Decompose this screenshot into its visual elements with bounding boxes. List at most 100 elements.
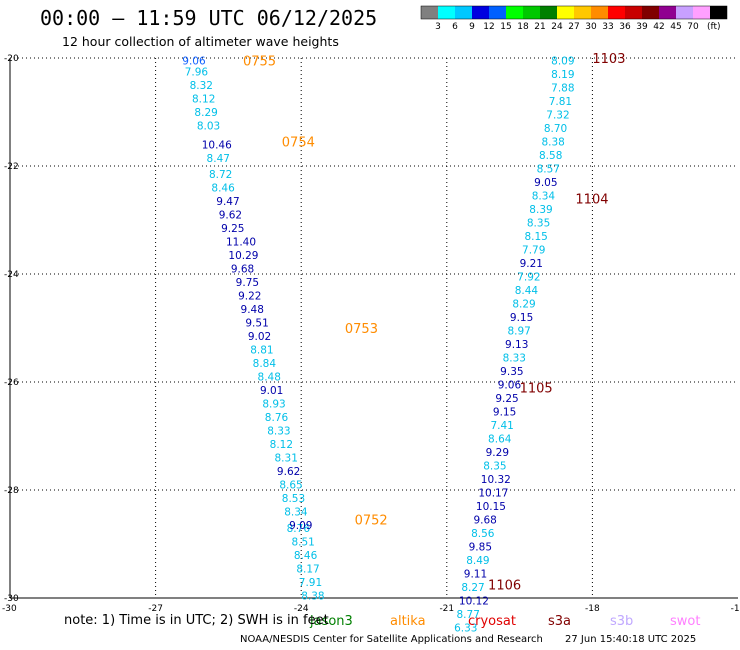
color-scale-swatch (523, 6, 540, 19)
mission-legend-swot: swot (670, 614, 700, 629)
color-scale-swatch (557, 6, 574, 19)
data-points: 9.067.968.328.128.298.0310.468.478.728.4… (182, 56, 574, 635)
swh-label: 8.19 (551, 69, 574, 81)
color-scale-label: 27 (568, 22, 579, 32)
timestamp: 27 Jun 15:40:18 UTC 2025 (565, 634, 697, 645)
color-scale-swatch (659, 6, 676, 19)
color-scale-swatch (540, 6, 557, 19)
color-scale-swatch (625, 6, 642, 19)
color-scale-label: 45 (670, 22, 681, 32)
x-tick-label: -15 (731, 604, 740, 614)
x-tick-label: -18 (585, 604, 600, 614)
swh-label: 9.05 (534, 177, 557, 189)
swh-label: 8.48 (258, 372, 281, 384)
swh-label: 8.29 (512, 299, 535, 311)
page-subtitle: 12 hour collection of altimeter wave hei… (62, 34, 339, 49)
y-tick-label: -20 (4, 54, 19, 64)
x-tick-label: -24 (294, 604, 309, 614)
swh-label: 8.76 (287, 523, 311, 535)
page-title: 00:00 — 11:59 UTC 06/12/2025 (40, 6, 378, 30)
pass-label: 1104 (575, 192, 608, 207)
color-scale-label: 70 (687, 22, 699, 32)
mission-legend-jason3: jason3 (309, 614, 353, 629)
color-scale-label: 36 (619, 22, 631, 32)
swh-label: 8.39 (529, 204, 552, 216)
swh-label: 10.46 (202, 139, 232, 151)
note-text: note: 1) Time is in UTC; 2) SWH is in fe… (64, 613, 329, 628)
y-tick-label: -28 (4, 486, 19, 496)
swh-label: 9.06 (498, 380, 522, 392)
pass-labels: 0755 0754 0753 0752 1103 1104 1105 1106 (243, 52, 626, 594)
credit-text: NOAA/NESDIS Center for Satellite Applica… (240, 634, 543, 645)
swh-label: 8.34 (532, 191, 556, 203)
y-tick-label: -24 (4, 270, 19, 280)
color-scale-label: 18 (517, 22, 529, 32)
swh-label: 9.02 (248, 331, 271, 343)
swh-label: 9.11 (464, 569, 487, 581)
color-scale-swatch (506, 6, 523, 19)
swh-label: 7.96 (185, 67, 209, 79)
swh-label: 9.01 (260, 385, 283, 397)
swh-label: 7.41 (490, 420, 513, 432)
color-scale-label: 15 (500, 22, 511, 32)
swh-label: 8.35 (527, 218, 550, 230)
swh-label: 10.12 (459, 596, 489, 608)
swh-label: 9.06 (182, 56, 206, 68)
swh-label: 10.15 (476, 501, 506, 513)
color-scale-swatch (472, 6, 489, 19)
swh-label: 9.29 (486, 447, 509, 459)
swh-label: 8.58 (539, 150, 562, 162)
swh-label: 8.84 (253, 358, 277, 370)
swh-label: 8.33 (503, 353, 526, 365)
axes (9, 58, 738, 599)
mission-legend-cryosat: cryosat (468, 614, 516, 629)
swh-label: 9.68 (231, 264, 254, 276)
pass-label: 1106 (488, 579, 521, 594)
color-scale-swatch (676, 6, 693, 19)
mission-legend-s3b: s3b (610, 614, 633, 629)
swh-label: 9.47 (216, 196, 239, 208)
swh-label: 8.81 (250, 345, 273, 357)
swh-label: 8.49 (466, 555, 489, 567)
color-scale-label: 12 (483, 22, 494, 32)
swh-label: 8.44 (515, 285, 539, 297)
swh-label: 9.15 (493, 407, 516, 419)
swh-label: 9.25 (495, 393, 518, 405)
swh-label: 8.15 (524, 231, 547, 243)
swh-label: 9.25 (221, 223, 244, 235)
swh-label: 8.34 (284, 507, 308, 519)
swh-label: 8.27 (461, 582, 484, 594)
color-scale-unit: (ft) (707, 22, 721, 32)
x-tick-label: -21 (439, 604, 454, 614)
color-scale-label: 30 (585, 22, 597, 32)
swh-label: 9.75 (236, 277, 259, 289)
color-scale-label: 24 (551, 22, 563, 32)
swh-label: 8.57 (537, 164, 560, 176)
x-corner-label: -30 (2, 604, 17, 614)
color-scale-label: 21 (534, 22, 545, 32)
swh-label: 8.35 (483, 461, 506, 473)
swh-label: 8.97 (507, 326, 530, 338)
swh-label: 8.12 (192, 94, 215, 106)
y-tick-label: -22 (4, 162, 19, 172)
color-scale-swatch (710, 6, 727, 19)
color-scale-label: 3 (435, 22, 441, 32)
swh-label: 9.68 (473, 515, 496, 527)
color-scale-label: 42 (653, 22, 664, 32)
pass-label: 1105 (520, 381, 553, 396)
swh-label: 8.12 (270, 439, 293, 451)
swh-label: 10.32 (481, 474, 511, 486)
swh-label: 9.13 (505, 339, 528, 351)
y-tick-label: -30 (4, 594, 19, 604)
swh-label: 8.72 (209, 169, 232, 181)
color-scale-swatch (608, 6, 625, 19)
pass-label: 0753 (345, 322, 378, 337)
swh-label: 7.88 (551, 83, 574, 95)
color-scale-swatch (693, 6, 710, 19)
swh-label: 8.46 (294, 550, 318, 562)
swh-label: 7.92 (517, 272, 540, 284)
color-scale-swatch (574, 6, 591, 19)
swh-label: 9.15 (510, 312, 533, 324)
swh-label: 9.48 (241, 304, 264, 316)
